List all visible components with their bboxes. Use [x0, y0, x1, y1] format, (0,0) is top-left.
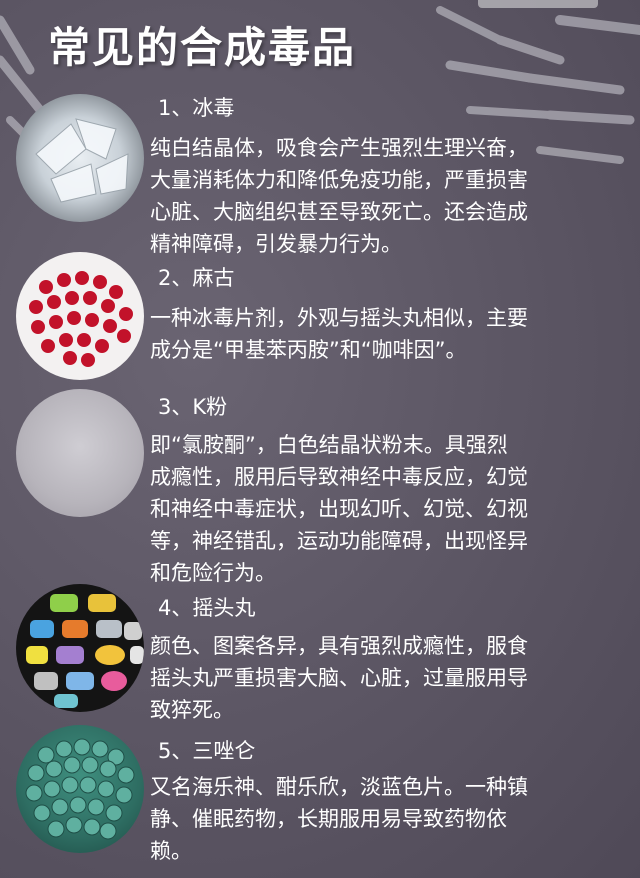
drug-name: 4、摇头丸 — [158, 596, 256, 620]
drug-description: 又名海乐神、酣乐欣，淡蓝色片。一种镇 静、催眠药物，长期服用易导致药物依 赖。 — [150, 771, 620, 867]
drug-name: 1、冰毒 — [158, 96, 235, 120]
page-title: 常见的合成毒品 — [48, 23, 357, 72]
description-line: 大量消耗体力和降低免疫功能，严重损害 — [150, 168, 528, 192]
red-pills-image — [16, 252, 144, 380]
drug-name: 5、三唑仑 — [158, 739, 256, 763]
red-pill-dots — [29, 271, 133, 367]
description-line: 和神经中毒症状，出现幻听、幻觉、幻视 — [150, 497, 528, 521]
drug-name: 2、麻古 — [158, 266, 235, 290]
description-line: 即“氯胺酮”，白色结晶状粉末。具强烈 — [150, 433, 508, 457]
description-line: 成分是“甲基苯丙胺”和“咖啡因”。 — [150, 338, 467, 362]
description-line: 又名海乐神、酣乐欣，淡蓝色片。一种镇 — [150, 775, 528, 799]
description-line: 和危险行为。 — [150, 561, 276, 585]
white-powder-image — [16, 389, 144, 517]
description-line: 心脏、大脑组织甚至导致死亡。还会造成 — [150, 200, 528, 224]
description-line: 赖。 — [150, 839, 192, 863]
description-line: 成瘾性，服用后导致神经中毒反应，幻觉 — [150, 465, 528, 489]
drug-name: 3、K粉 — [158, 395, 228, 419]
colored-tablets-image — [16, 584, 144, 712]
description-line: 静、催眠药物，长期服用易导致药物依 — [150, 807, 507, 831]
drug-description: 颜色、图案各异，具有强烈成瘾性，服食 摇头丸严重损害大脑、心脏，过量服用导 致猝… — [150, 630, 620, 726]
description-line: 等，神经错乱，运动功能障碍，出现怪异 — [150, 529, 528, 553]
description-line: 摇头丸严重损害大脑、心脏，过量服用导 — [150, 666, 528, 690]
crystal-shapes — [35, 118, 129, 203]
description-line: 精神障碍，引发暴力行为。 — [150, 232, 402, 256]
teal-tablets-image — [16, 725, 144, 853]
description-line: 一种冰毒片剂，外观与摇头丸相似，主要 — [150, 306, 528, 330]
drug-description: 一种冰毒片剂，外观与摇头丸相似，主要 成分是“甲基苯丙胺”和“咖啡因”。 — [150, 302, 620, 366]
ice-crystal-image — [16, 94, 144, 222]
skeleton-hand-decoration — [0, 6, 640, 164]
description-line: 颜色、图案各异，具有强烈成瘾性，服食 — [150, 634, 528, 658]
drug-description: 即“氯胺酮”，白色结晶状粉末。具强烈 成瘾性，服用后导致神经中毒反应，幻觉 和神… — [150, 429, 620, 589]
drug-description: 纯白结晶体，吸食会产生强烈生理兴奋， 大量消耗体力和降低免疫功能，严重损害 心脏… — [150, 132, 620, 260]
description-line: 致猝死。 — [150, 698, 234, 722]
tablet-shapes — [26, 594, 144, 708]
watermark-bar — [478, 0, 598, 8]
description-line: 纯白结晶体，吸食会产生强烈生理兴奋， — [150, 136, 528, 160]
teal-tablet-dots — [25, 738, 135, 840]
